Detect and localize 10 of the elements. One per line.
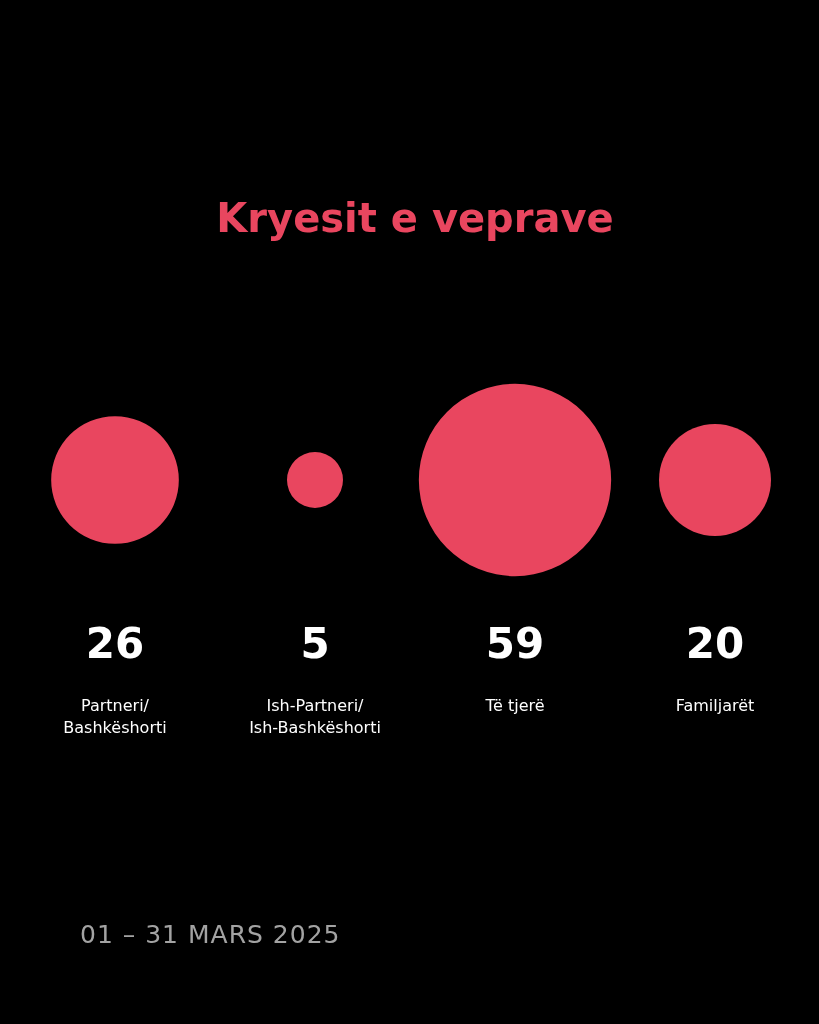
category-label: Ish-Partneri/ Ish-Bashkëshorti [249, 696, 381, 737]
data-label: 5 [300, 619, 330, 668]
category-label: Familjarët [675, 696, 755, 715]
text: Kryesit e veprave [216, 195, 614, 241]
text: 01 – 31 MARS 2025 [80, 920, 341, 949]
category-label: Të tjerë [484, 696, 545, 715]
data-label: 26 [85, 619, 145, 668]
category-label: Partneri/ Bashkëshorti [63, 696, 167, 737]
data-label: 59 [485, 619, 545, 668]
data-label: 20 [685, 619, 745, 668]
